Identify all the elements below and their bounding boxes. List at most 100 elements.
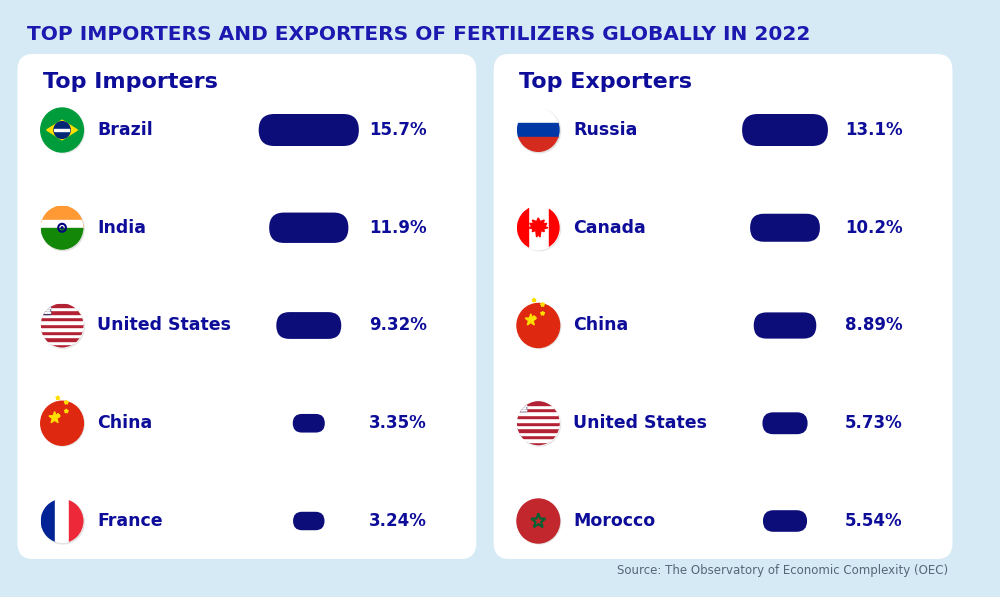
Circle shape bbox=[523, 403, 524, 404]
Polygon shape bbox=[541, 303, 545, 306]
Polygon shape bbox=[41, 313, 83, 317]
Circle shape bbox=[524, 401, 525, 402]
Text: Russia: Russia bbox=[573, 121, 638, 139]
Polygon shape bbox=[517, 435, 560, 438]
Circle shape bbox=[44, 310, 45, 311]
Text: India: India bbox=[97, 219, 146, 237]
Text: United States: United States bbox=[573, 414, 707, 432]
Polygon shape bbox=[517, 442, 560, 445]
Text: United States: United States bbox=[97, 316, 231, 334]
Circle shape bbox=[42, 109, 84, 153]
Circle shape bbox=[521, 408, 523, 409]
Circle shape bbox=[42, 207, 84, 251]
Text: Top Exporters: Top Exporters bbox=[519, 72, 692, 92]
Circle shape bbox=[519, 401, 520, 402]
Circle shape bbox=[517, 206, 560, 250]
Text: 9.32%: 9.32% bbox=[369, 316, 427, 334]
FancyBboxPatch shape bbox=[763, 510, 807, 532]
Circle shape bbox=[48, 303, 49, 304]
FancyBboxPatch shape bbox=[293, 414, 325, 433]
Polygon shape bbox=[64, 400, 68, 404]
Circle shape bbox=[43, 307, 44, 309]
Circle shape bbox=[520, 408, 521, 409]
Polygon shape bbox=[49, 411, 60, 423]
Text: 5.54%: 5.54% bbox=[845, 512, 903, 530]
FancyBboxPatch shape bbox=[276, 312, 341, 339]
Polygon shape bbox=[532, 298, 536, 302]
FancyBboxPatch shape bbox=[754, 312, 816, 338]
Circle shape bbox=[525, 408, 526, 409]
Polygon shape bbox=[517, 122, 560, 137]
Polygon shape bbox=[41, 324, 83, 327]
FancyBboxPatch shape bbox=[494, 54, 952, 559]
Polygon shape bbox=[41, 220, 83, 235]
Text: France: France bbox=[97, 512, 163, 530]
Circle shape bbox=[521, 403, 523, 404]
Text: 10.2%: 10.2% bbox=[845, 219, 903, 237]
Circle shape bbox=[47, 310, 48, 311]
Text: 13.1%: 13.1% bbox=[845, 121, 903, 139]
Polygon shape bbox=[529, 218, 548, 237]
Circle shape bbox=[61, 227, 63, 229]
Polygon shape bbox=[517, 415, 560, 418]
Polygon shape bbox=[47, 120, 77, 140]
Circle shape bbox=[518, 500, 561, 544]
Polygon shape bbox=[41, 327, 83, 331]
Circle shape bbox=[519, 410, 520, 411]
Polygon shape bbox=[41, 331, 83, 334]
FancyBboxPatch shape bbox=[762, 413, 808, 434]
Circle shape bbox=[46, 303, 47, 304]
Circle shape bbox=[518, 109, 561, 153]
Circle shape bbox=[521, 405, 522, 407]
Circle shape bbox=[517, 401, 560, 445]
Polygon shape bbox=[41, 310, 83, 313]
Text: China: China bbox=[573, 316, 628, 334]
Circle shape bbox=[522, 405, 523, 407]
Polygon shape bbox=[517, 432, 560, 435]
Circle shape bbox=[517, 405, 518, 407]
Polygon shape bbox=[41, 227, 83, 250]
Circle shape bbox=[45, 310, 46, 311]
Text: Brazil: Brazil bbox=[97, 121, 153, 139]
Polygon shape bbox=[56, 413, 60, 417]
Circle shape bbox=[517, 401, 518, 402]
Circle shape bbox=[520, 403, 521, 404]
Circle shape bbox=[41, 401, 83, 445]
Text: China: China bbox=[97, 414, 152, 432]
Circle shape bbox=[44, 307, 45, 309]
Polygon shape bbox=[41, 334, 83, 337]
Circle shape bbox=[518, 402, 561, 446]
Circle shape bbox=[43, 303, 44, 304]
Polygon shape bbox=[517, 137, 560, 152]
Polygon shape bbox=[54, 129, 70, 131]
Polygon shape bbox=[64, 409, 68, 413]
Circle shape bbox=[519, 405, 520, 407]
FancyBboxPatch shape bbox=[259, 114, 359, 146]
Circle shape bbox=[41, 312, 42, 313]
Circle shape bbox=[48, 312, 49, 313]
Text: 11.9%: 11.9% bbox=[369, 219, 427, 237]
Polygon shape bbox=[517, 418, 560, 421]
Circle shape bbox=[41, 307, 42, 309]
Polygon shape bbox=[41, 303, 50, 313]
Circle shape bbox=[525, 403, 526, 404]
Circle shape bbox=[517, 499, 560, 543]
Circle shape bbox=[522, 401, 523, 402]
Polygon shape bbox=[55, 499, 69, 543]
Text: Morocco: Morocco bbox=[573, 512, 655, 530]
Circle shape bbox=[518, 207, 561, 251]
Polygon shape bbox=[517, 411, 560, 415]
Circle shape bbox=[517, 410, 518, 411]
Polygon shape bbox=[41, 341, 83, 344]
Circle shape bbox=[524, 405, 525, 407]
Polygon shape bbox=[517, 206, 528, 250]
Polygon shape bbox=[517, 108, 560, 122]
Polygon shape bbox=[517, 425, 560, 428]
Circle shape bbox=[518, 408, 519, 409]
Polygon shape bbox=[532, 316, 536, 319]
Polygon shape bbox=[41, 307, 83, 310]
Circle shape bbox=[49, 307, 51, 309]
Text: 15.7%: 15.7% bbox=[369, 121, 427, 139]
Polygon shape bbox=[41, 206, 83, 227]
Text: TOP IMPORTERS AND EXPORTERS OF FERTILIZERS GLOBALLY IN 2022: TOP IMPORTERS AND EXPORTERS OF FERTILIZE… bbox=[27, 25, 811, 44]
